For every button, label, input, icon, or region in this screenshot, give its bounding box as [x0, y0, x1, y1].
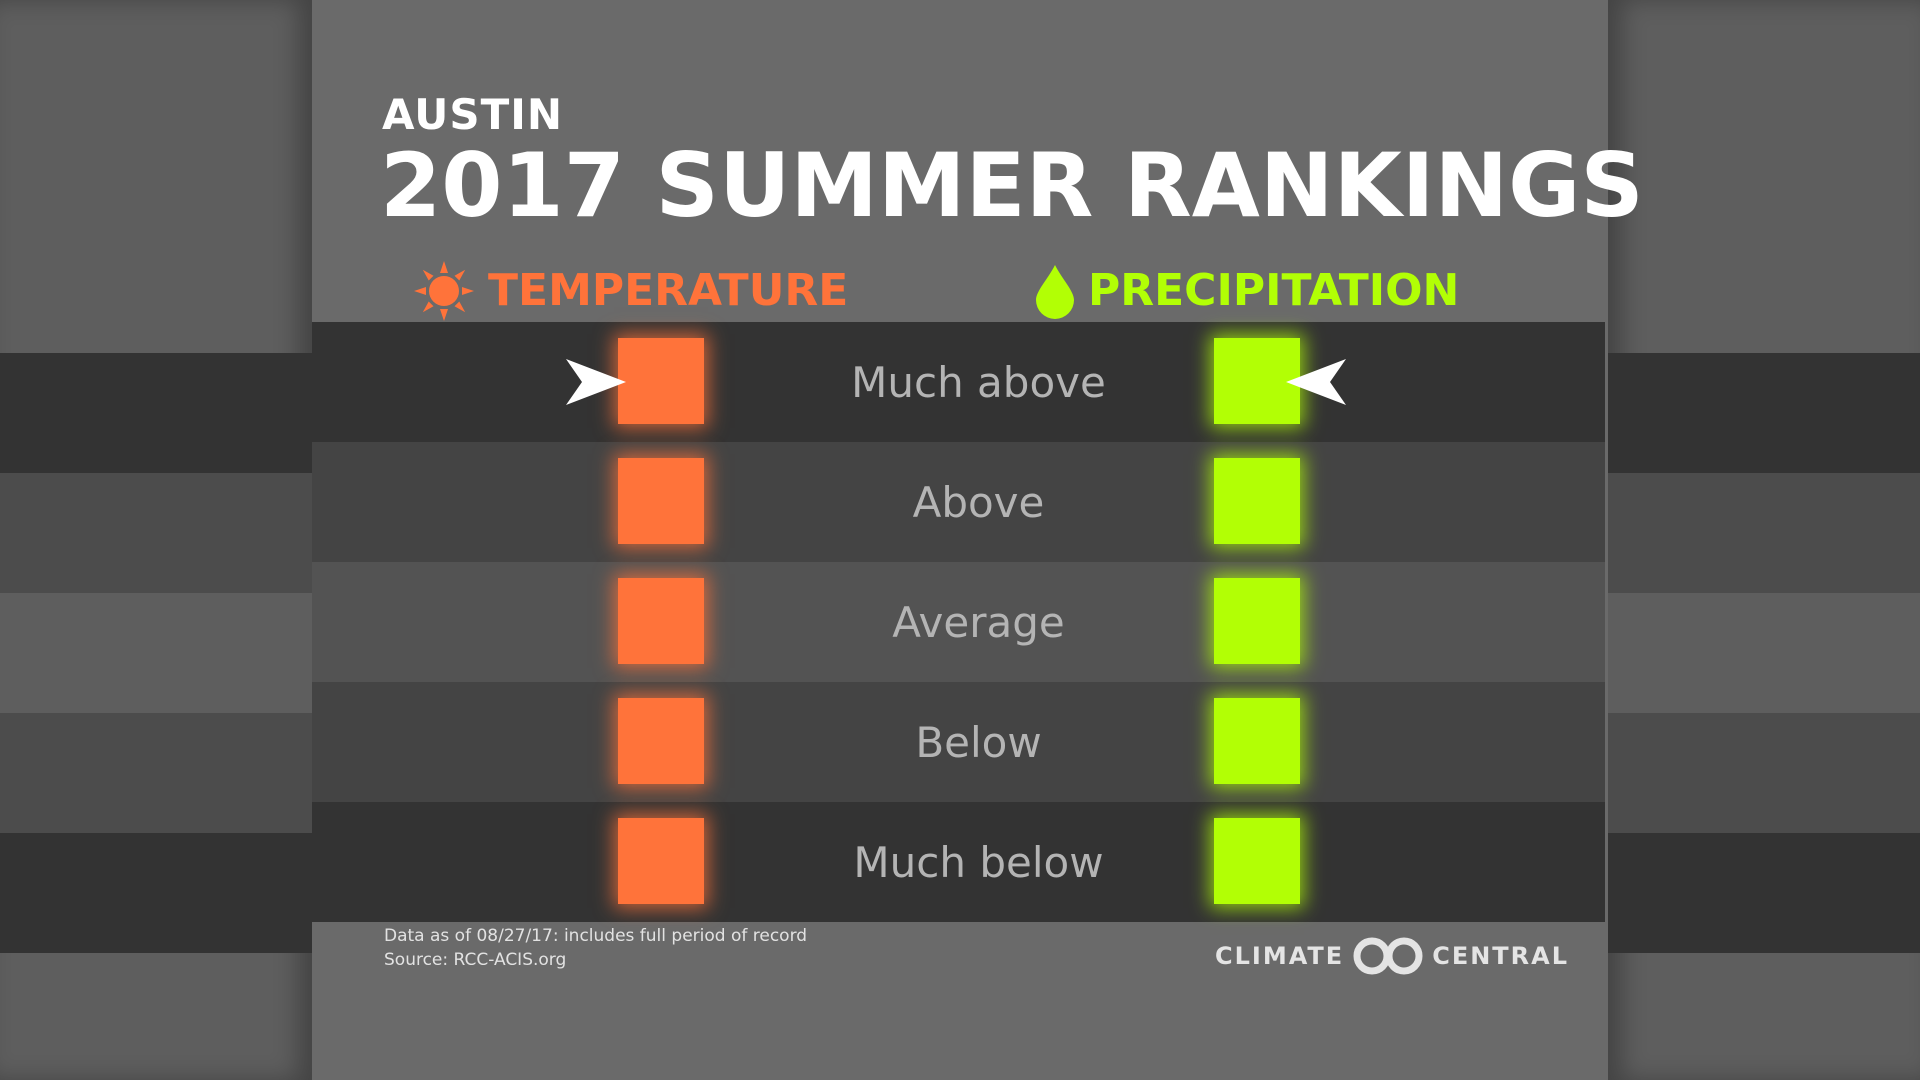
- climate-central-logo-icon: [1353, 937, 1423, 975]
- precipitation-rank-square: [1214, 338, 1300, 424]
- side-band: [1608, 593, 1920, 713]
- side-band: [0, 593, 312, 713]
- temperature-rank-square: [618, 578, 704, 664]
- side-band: [1608, 473, 1920, 593]
- precipitation-rank-square: [1214, 458, 1300, 544]
- left-side-panel: [0, 0, 312, 1080]
- rank-row-much-above: Much above: [312, 322, 1605, 442]
- logo-text-left: CLIMATE: [1215, 942, 1345, 970]
- temperature-rank-square: [618, 698, 704, 784]
- logo-text-right: CENTRAL: [1432, 942, 1570, 970]
- rank-row-much-below: Much below: [312, 802, 1605, 922]
- rank-label: Much above: [851, 357, 1106, 407]
- temperature-rank-square: [618, 338, 704, 424]
- precipitation-rank-square: [1214, 818, 1300, 904]
- city-name: AUSTIN: [382, 90, 563, 139]
- temperature-selected-arrow-icon: [566, 359, 626, 405]
- temperature-rank-square: [618, 458, 704, 544]
- precipitation-selected-arrow-icon: [1286, 359, 1346, 405]
- rank-label: Below: [915, 717, 1042, 767]
- precipitation-label: PRECIPITATION: [1088, 265, 1460, 316]
- water-drop-icon: [1036, 265, 1074, 319]
- rank-row-above: Above: [312, 442, 1605, 562]
- side-band: [1608, 353, 1920, 473]
- sun-icon: [414, 261, 474, 321]
- precipitation-rank-square: [1214, 698, 1300, 784]
- right-side-panel: [1608, 0, 1920, 1080]
- temperature-column-header: TEMPERATURE: [412, 261, 849, 321]
- rankings-rows: Much above Above Average Below Much belo…: [312, 322, 1605, 922]
- rank-row-average: Average: [312, 562, 1605, 682]
- side-band: [0, 713, 312, 833]
- side-band: [1608, 833, 1920, 953]
- temperature-label: TEMPERATURE: [488, 265, 849, 316]
- temperature-rank-square: [618, 818, 704, 904]
- rank-label: Above: [912, 477, 1045, 527]
- rank-label: Average: [892, 597, 1065, 647]
- page-title: 2017 SUMMER RANKINGS: [380, 134, 1644, 237]
- side-band: [1608, 713, 1920, 833]
- rank-row-below: Below: [312, 682, 1605, 802]
- rankings-panel: AUSTIN 2017 SUMMER RANKINGS TEMPERATURE …: [312, 0, 1644, 1080]
- source-note: Source: RCC-ACIS.org: [384, 950, 567, 970]
- side-band: [0, 353, 312, 473]
- precipitation-column-header: PRECIPITATION: [1034, 265, 1460, 319]
- data-note: Data as of 08/27/17: includes full perio…: [384, 926, 808, 946]
- footnote: Data as of 08/27/17: includes full perio…: [384, 924, 807, 972]
- rank-label: Much below: [853, 837, 1104, 887]
- precipitation-rank-square: [1214, 578, 1300, 664]
- side-band: [0, 833, 312, 953]
- side-band: [0, 473, 312, 593]
- climate-central-logo: CLIMATE CENTRAL: [1215, 936, 1569, 976]
